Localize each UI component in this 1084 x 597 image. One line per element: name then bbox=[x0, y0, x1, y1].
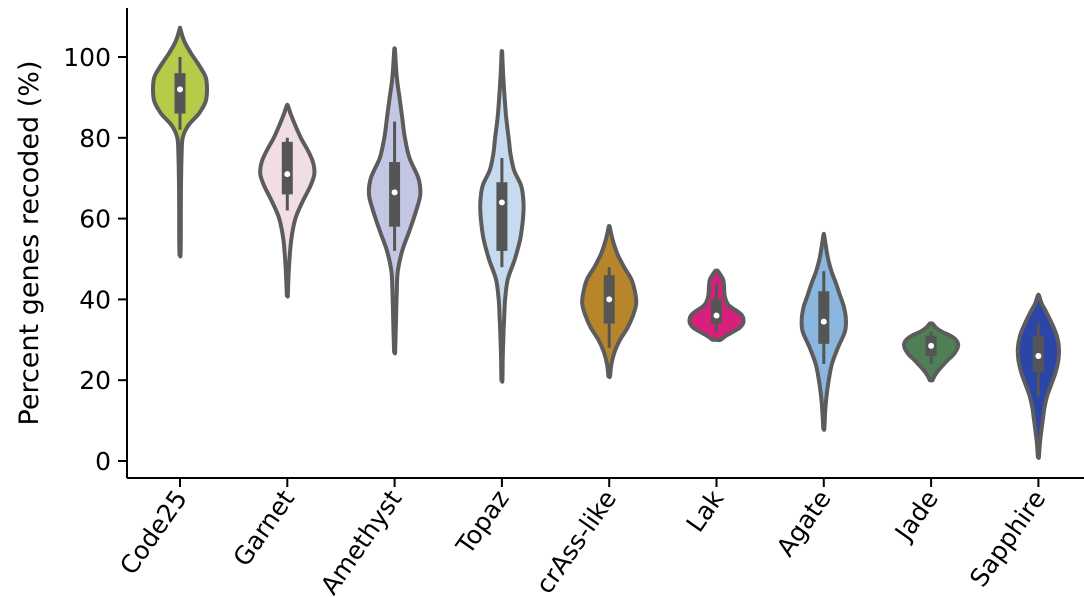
x-tick-label: Lak bbox=[681, 484, 730, 537]
violin-iqr-box bbox=[174, 73, 186, 114]
violin-median-point bbox=[284, 171, 291, 178]
x-tick-label: Amethyst bbox=[315, 485, 408, 597]
violin-median-point bbox=[713, 312, 720, 319]
violin-code25 bbox=[151, 25, 209, 259]
y-tick-label: 40 bbox=[79, 285, 111, 314]
violin-median-point bbox=[606, 296, 613, 303]
y-tick-label: 100 bbox=[63, 43, 111, 72]
violin-median-point bbox=[1035, 352, 1042, 359]
x-tick-label: Topaz bbox=[450, 485, 515, 560]
violin-iqr-box bbox=[711, 299, 722, 324]
violin-median-point bbox=[820, 318, 827, 325]
x-tick-label: Jade bbox=[888, 485, 944, 547]
x-ticks: Code25 Garnet Amethyst Topaz crAss-like Lak Ag… bbox=[114, 478, 1051, 597]
y-ticks: 0 20 40 60 80 100 bbox=[63, 43, 127, 476]
x-tick-label: Code25 bbox=[114, 485, 193, 580]
violin-median-point bbox=[177, 86, 183, 93]
y-tick-label: 60 bbox=[79, 205, 111, 234]
x-tick-label: Garnet bbox=[227, 485, 300, 572]
violin-iqr-box bbox=[818, 291, 830, 344]
x-tick-label: Sapphire bbox=[964, 485, 1051, 592]
y-tick-label: 80 bbox=[79, 124, 111, 153]
violin-median-point bbox=[498, 199, 505, 206]
violin-median-point bbox=[928, 342, 935, 349]
y-tick-label: 20 bbox=[79, 366, 111, 395]
y-tick-label: 0 bbox=[95, 447, 111, 476]
x-tick-label: Agate bbox=[771, 485, 837, 562]
violin-iqr-box bbox=[496, 182, 508, 251]
violin-median-point bbox=[391, 189, 398, 196]
y-axis-label: Percent genes recoded (%) bbox=[14, 61, 45, 426]
violin-iqr-box bbox=[281, 141, 293, 195]
violins-layer bbox=[151, 25, 1062, 460]
x-tick-label: crAss-like bbox=[530, 485, 622, 597]
